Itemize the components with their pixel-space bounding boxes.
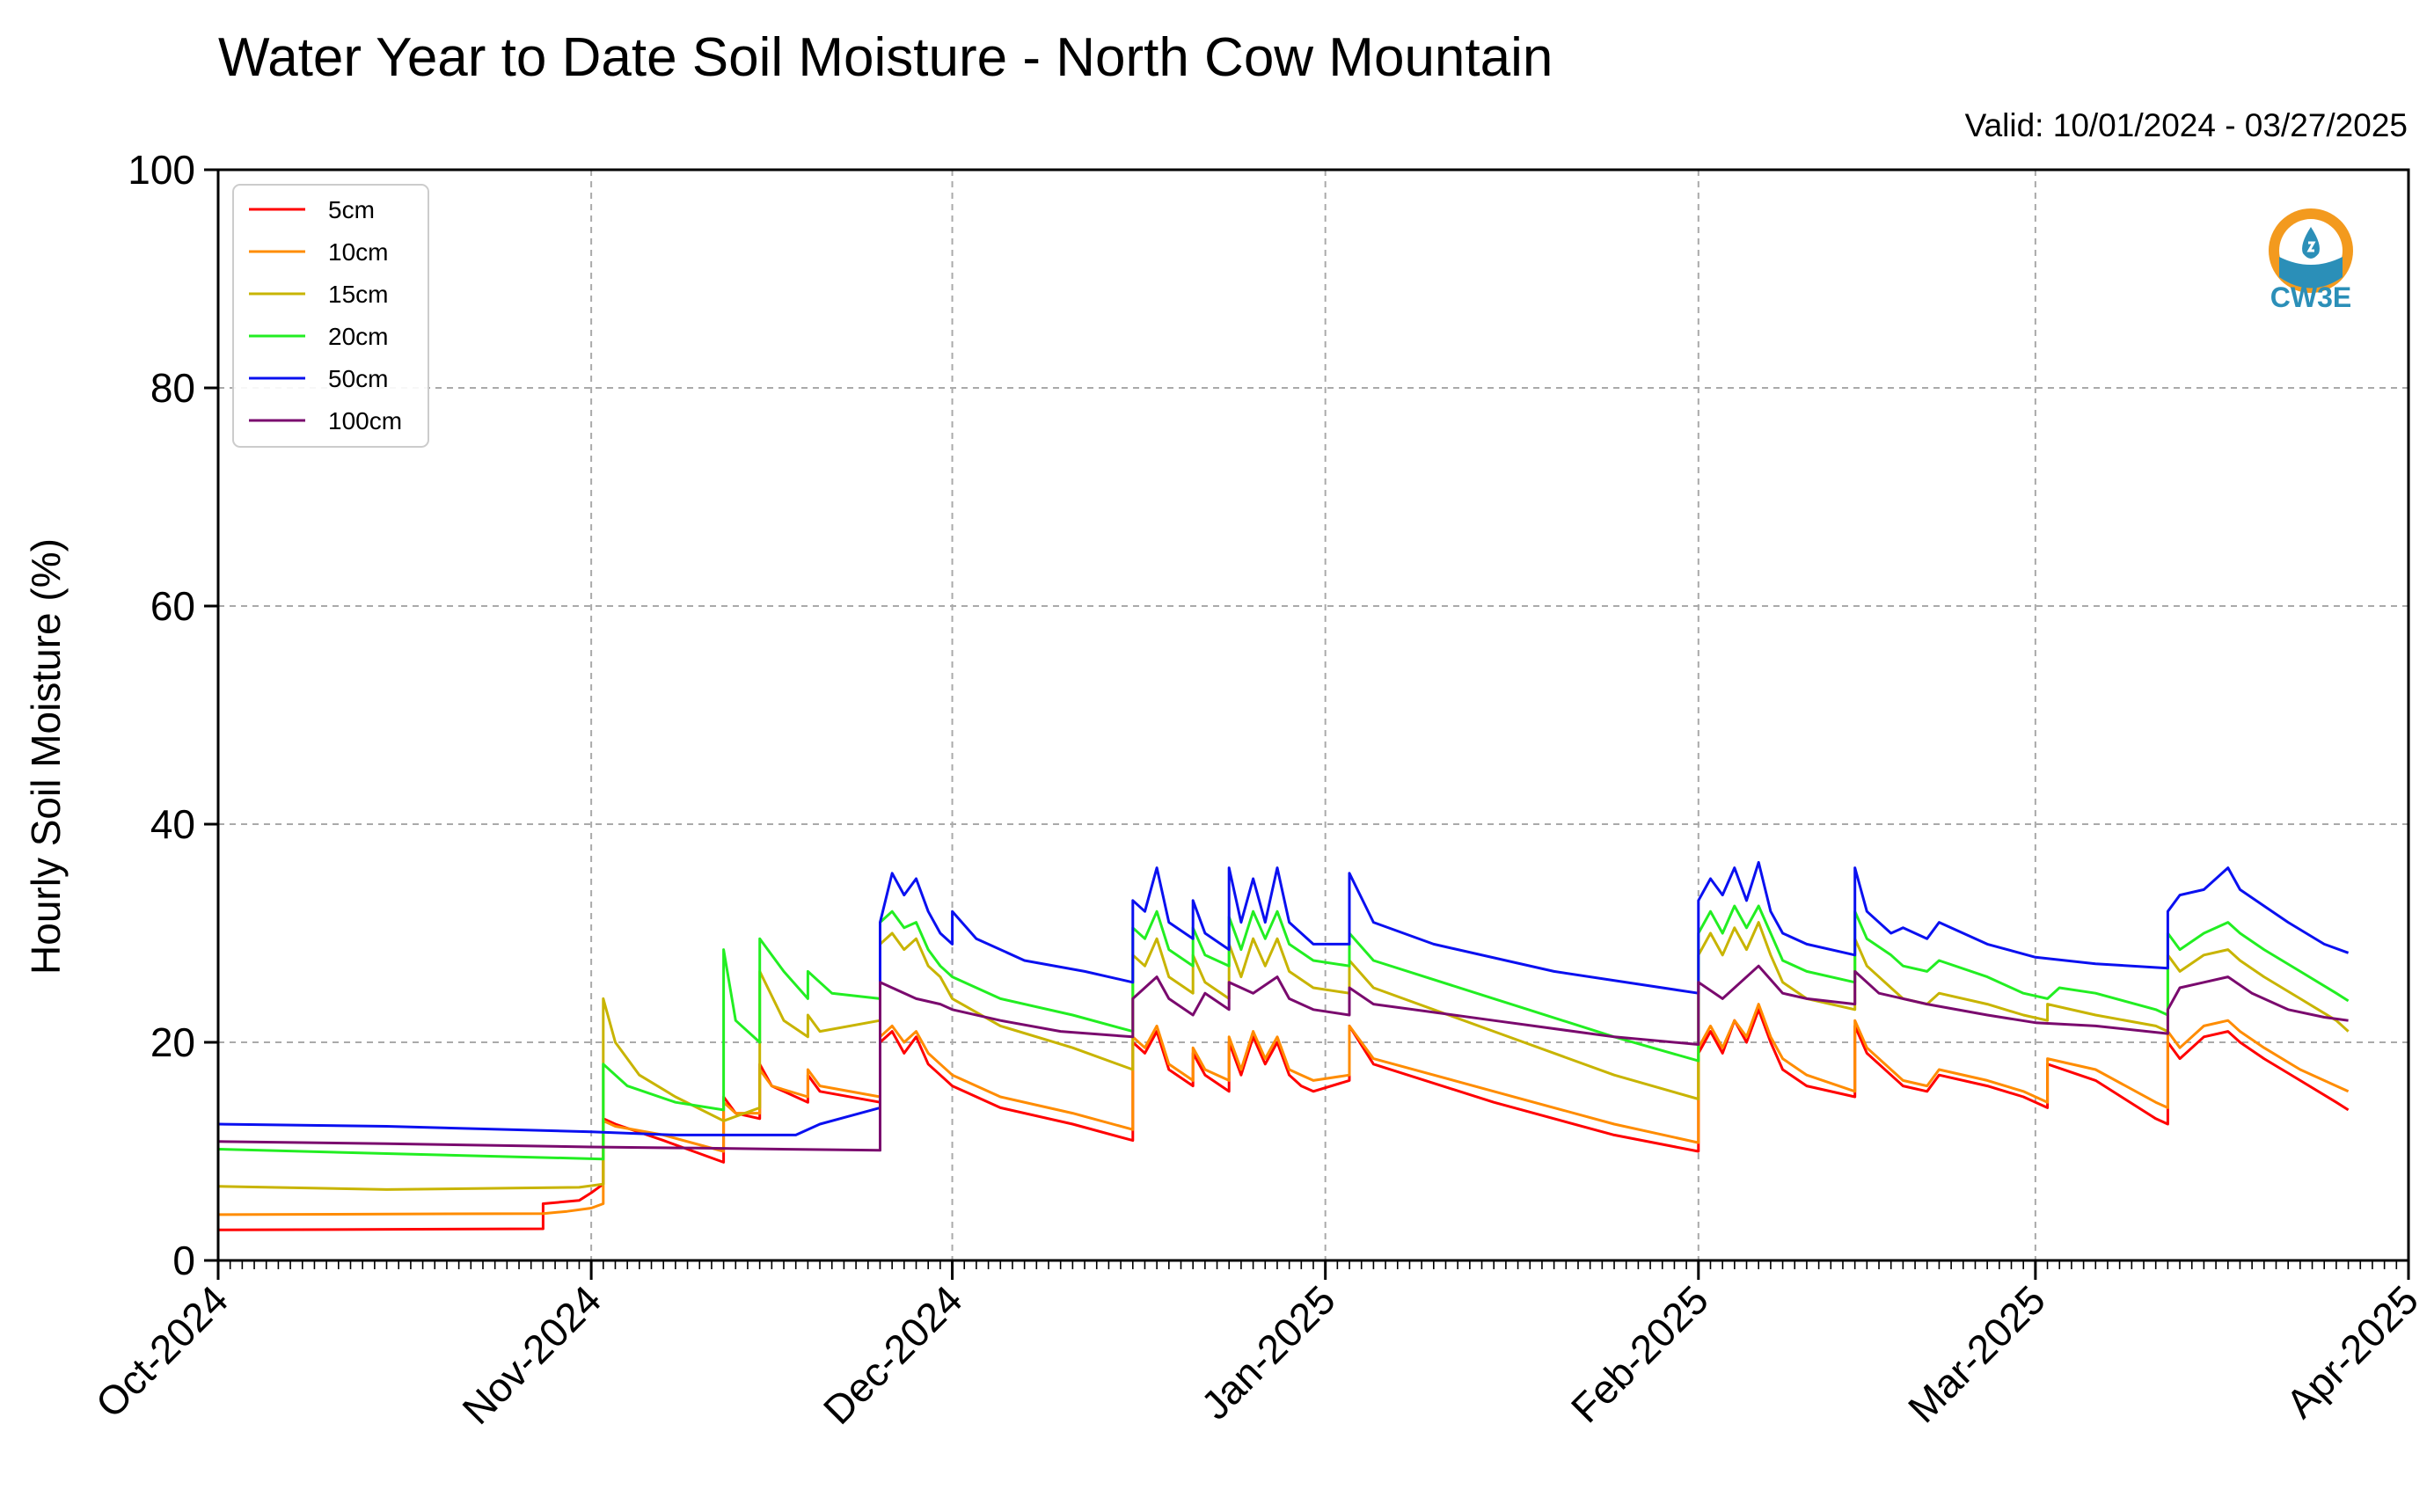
x-tick-label: Apr-2025 bbox=[2277, 1276, 2427, 1427]
plot-frame bbox=[216, 168, 2410, 1262]
x-tick-label: Dec-2024 bbox=[815, 1276, 971, 1433]
x-tick-label: Jan-2025 bbox=[1192, 1276, 1343, 1428]
legend-label-10cm: 10cm bbox=[328, 238, 388, 266]
y-tick-label: 0 bbox=[172, 1238, 195, 1283]
y-axis-label: Hourly Soil Moisture (%) bbox=[23, 538, 69, 975]
y-tick-label: 60 bbox=[150, 583, 195, 629]
x-tick-label: Mar-2025 bbox=[1899, 1276, 2054, 1431]
grid-lines bbox=[218, 170, 2408, 1260]
cw3e-logo bbox=[2269, 208, 2353, 293]
series-lines bbox=[217, 860, 2350, 1231]
x-tick-label: Oct-2024 bbox=[87, 1276, 238, 1427]
axes: 0 20 40 60 80 100 Oct-2024 Nov-2024 Dec-2024 Jan-… bbox=[87, 147, 2428, 1433]
legend-label-50cm: 50cm bbox=[328, 365, 388, 392]
x-tick-label: Nov-2024 bbox=[453, 1276, 610, 1433]
x-tick-label: Feb-2025 bbox=[1562, 1276, 1717, 1431]
y-tick-label: 40 bbox=[150, 801, 195, 847]
valid-date-range: Valid: 10/01/2024 - 03/27/2025 bbox=[1964, 107, 2408, 143]
series-line-100cm bbox=[217, 964, 2349, 1152]
series-line-20cm bbox=[217, 904, 2350, 1161]
y-tick-label: 20 bbox=[150, 1019, 195, 1065]
cw3e-logo-text: CW3E bbox=[2270, 281, 2352, 313]
series-line-15cm bbox=[217, 921, 2350, 1191]
series-line-50cm bbox=[217, 860, 2350, 1136]
chart-title: Water Year to Date Soil Moisture - North… bbox=[218, 27, 1553, 88]
y-tick-label: 80 bbox=[150, 365, 195, 411]
legend-label-20cm: 20cm bbox=[328, 323, 388, 350]
series-line-10cm bbox=[217, 1003, 2350, 1216]
legend-label-5cm: 5cm bbox=[328, 196, 375, 223]
y-tick-label: 100 bbox=[128, 147, 195, 193]
legend-label-15cm: 15cm bbox=[328, 281, 388, 308]
legend: 5cm 10cm 15cm 20cm 50cm 100cm bbox=[232, 184, 429, 448]
legend-label-100cm: 100cm bbox=[328, 407, 402, 435]
